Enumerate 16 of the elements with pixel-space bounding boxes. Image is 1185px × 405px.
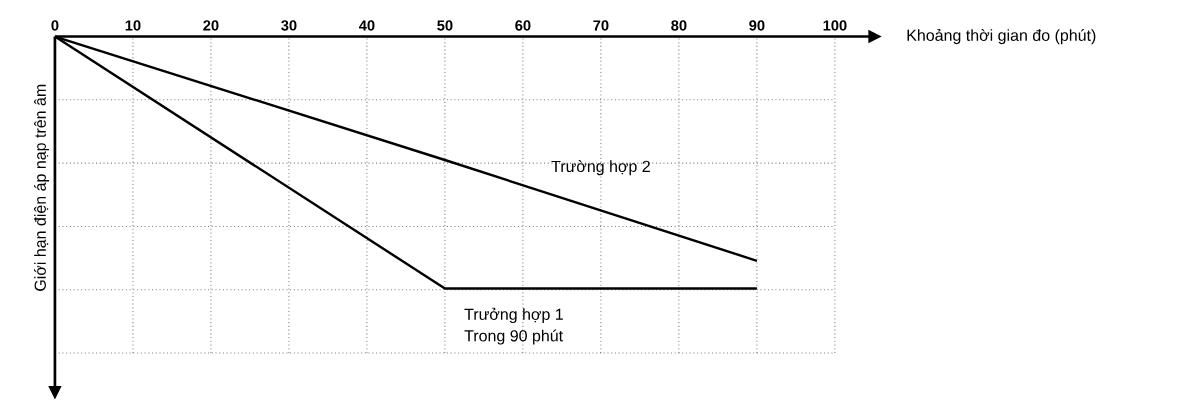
x-tick-label: 90 xyxy=(749,20,765,31)
x-tick-label: 50 xyxy=(437,20,453,31)
series-label: Trường hợp 2 xyxy=(551,160,650,176)
x-tick-label: 60 xyxy=(515,20,531,31)
x-tick-label: 0 xyxy=(51,20,59,31)
x-tick-label: 30 xyxy=(281,20,297,31)
x-tick-label: 20 xyxy=(203,20,219,31)
x-tick-label: 40 xyxy=(358,20,375,31)
x-tick-label: 70 xyxy=(593,20,609,31)
text: Trong 90 phút xyxy=(464,329,564,345)
x-tick-label: 80 xyxy=(671,20,687,31)
x-tick-label: 10 xyxy=(125,20,141,31)
y-axis-title: Giới hạn điện áp nạp trên âm xyxy=(33,84,50,291)
x-tick-label: 100 xyxy=(823,20,847,31)
series-label: Trưởng hợp 1 xyxy=(464,307,563,324)
x-axis-title: Khoảng thời gian đo (phút) xyxy=(907,28,1096,45)
